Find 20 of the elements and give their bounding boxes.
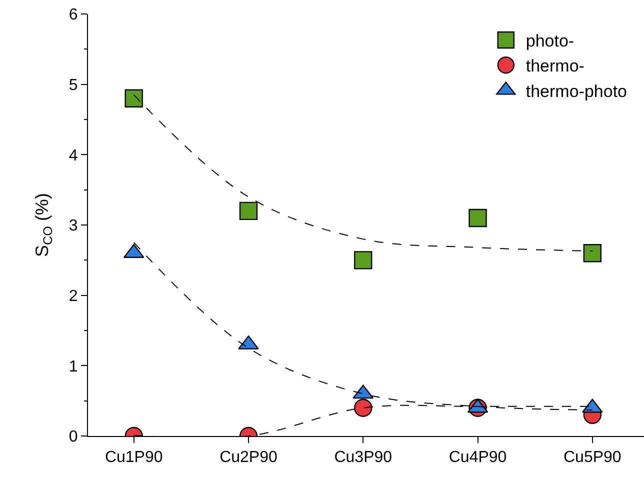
x-tick-label: Cu5P90 [563, 449, 622, 466]
y-tick-label: 1 [68, 358, 78, 376]
y-tick-label: 2 [68, 288, 78, 305]
point [124, 89, 143, 108]
point [239, 202, 258, 220]
legend-label: photo- [526, 32, 574, 51]
x-tick-label: Cu1P90 [104, 449, 163, 466]
legend-label: thermo-photo [526, 82, 628, 101]
x-tick-label: Cu4P90 [448, 449, 507, 466]
y-tick-label: 6 [68, 6, 78, 24]
y-tick-label: 0 [68, 428, 78, 446]
y-tick-label: 4 [68, 147, 78, 164]
y-tick-label: 3 [68, 218, 78, 235]
legend-label: thermo- [526, 56, 584, 76]
point [354, 251, 372, 270]
x-tick-label: Cu2P90 [220, 449, 278, 466]
point [583, 244, 602, 262]
point [468, 208, 487, 228]
y-tick-label: 5 [68, 76, 78, 94]
x-tick-label: Cu3P90 [334, 449, 392, 466]
